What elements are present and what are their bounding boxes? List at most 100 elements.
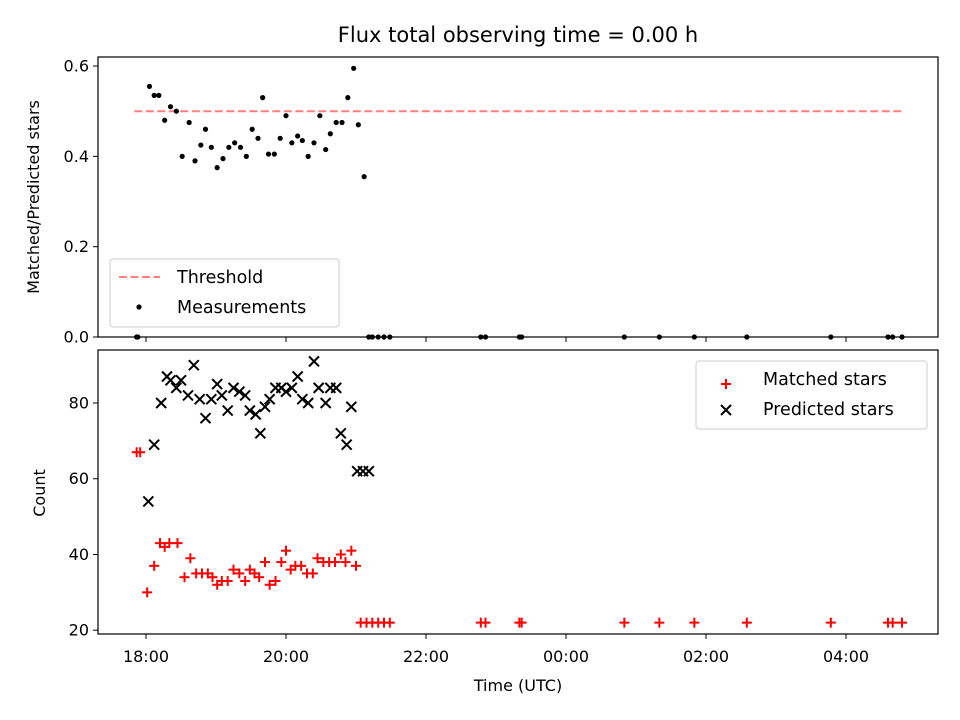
predicted-star-point [211,378,223,390]
matched-legend-label: Matched stars [763,370,887,390]
matched-star-point [741,617,752,628]
matched-star-point [254,572,265,583]
count-legend: Matched stars Predicted stars [695,360,928,430]
predicted-star-point [199,412,212,424]
matched-star-point [384,617,395,628]
matched-star-point [654,617,665,628]
matched-star-point [142,587,153,598]
count-panel: 20 40 60 80 18:00 20:00 22:00 00:00 02:00 04:00 C… [30,349,939,695]
predicted-star-point [244,404,256,417]
predicted-star-point [170,382,183,394]
predicted-star-point [233,385,246,398]
matched-star-point [185,553,196,564]
matched-legend-swatch [721,379,731,389]
matched-star-point [240,575,251,586]
measurement-point [214,165,220,171]
measurement-point [744,334,750,340]
measurement-point [339,119,345,126]
measurement-point [220,156,226,162]
measurement-point [167,104,174,110]
measurement-point [283,113,289,119]
predicted-star-point [286,382,298,394]
measurement-point [317,113,323,119]
measurement-point [162,117,168,123]
measurement-point [151,92,157,98]
measurement-point [198,142,204,148]
measurement-point [361,174,367,180]
matched-star-point [351,560,361,571]
measurement-point [345,95,351,101]
matched-star-point [135,447,146,458]
count-x-tick-label: 00:00 [543,647,589,666]
ratio-axis-ticks: 0.0 0.2 0.4 0.6 [64,57,847,347]
measurement-point [656,334,662,340]
measurement-point [387,334,393,340]
predicted-star-point [296,393,309,405]
measurement-point [192,158,198,164]
matched-star-point [228,564,239,575]
matched-star-point [179,572,190,583]
matched-star-point [340,557,351,568]
measurement-point [226,144,232,150]
measurement-point [208,144,214,150]
measurement-point [899,334,905,340]
predicted-star-point [345,401,358,413]
count-y-tick-label: 20 [69,621,89,640]
measurement-point [243,153,249,159]
measurement-point [351,65,357,71]
matched-star-point [619,617,630,628]
measurement-point [232,140,238,146]
measurement-point [369,334,375,340]
matched-star-point [276,557,287,568]
count-x-tick-label: 04:00 [823,647,869,666]
measurement-point [289,140,295,146]
chart-title: Flux total observing time = 0.00 h [338,23,698,47]
measurement-point [519,334,525,340]
predicted-star-point [155,397,167,409]
ratio-panel: 0.0 0.2 0.4 0.6 Matched/Predicted stars Thr… [24,56,939,347]
predicted-star-point [302,397,314,409]
matched-star-point [222,575,233,586]
measurement-point [249,126,255,132]
predicted-star-point [330,382,342,394]
measurement-point [478,334,484,340]
measurement-point [277,135,283,141]
measurements-legend-swatch [136,304,142,310]
predicted-star-point [280,385,292,398]
matched-star-point [281,545,291,556]
matched-star-point [689,617,700,628]
measurement-point [327,131,333,137]
matched-star-point [234,568,245,579]
measurement-point [295,133,301,139]
count-axis-ticks: 20 40 60 80 18:00 20:00 22:00 00:00 02:00 04:00 [69,394,869,666]
count-x-tick-label: 22:00 [403,647,449,666]
count-x-tick-label: 18:00 [123,647,169,666]
matched-star-point [897,617,907,628]
predicted-star-point [254,427,267,440]
measurement-point [146,83,153,89]
measurement-point [299,137,305,144]
measurement-point [186,119,192,126]
ratio-legend: Threshold Measurements [109,258,340,328]
measurement-point [333,119,339,126]
matched-star-point [480,617,491,628]
predicted-star-point [164,374,177,387]
predicted-star-point [319,397,332,409]
measurement-point [482,334,489,340]
predicted-star-point [308,355,320,368]
ratio-y-axis-label: Matched/Predicted stars [24,100,43,294]
measurement-point [311,140,317,146]
predicted-star-point [340,438,353,451]
measurement-point [885,334,891,340]
predicted-star-point [259,401,271,413]
threshold-legend-label: Threshold [176,268,263,288]
predicted-star-point [188,359,200,371]
matched-star-point [825,617,836,628]
count-x-tick-label: 20:00 [263,647,309,666]
predicted-star-point [291,370,304,383]
measurement-point [173,108,179,114]
matched-star-point [330,557,340,568]
count-y-axis-label: Count [30,469,49,517]
measurement-point [890,334,896,340]
measurement-point [305,153,311,159]
